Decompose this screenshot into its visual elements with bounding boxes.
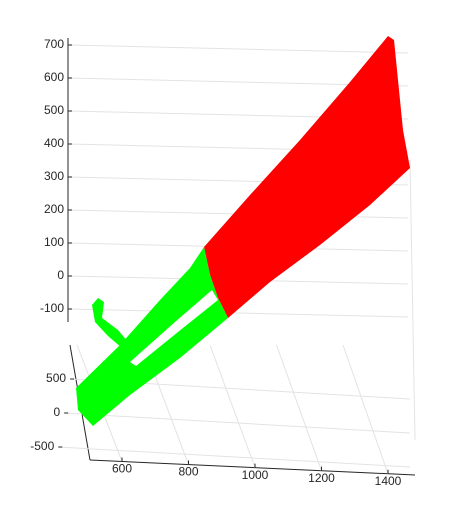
x-tick-label: 800: [178, 465, 198, 479]
z-grid-line: [67, 308, 409, 318]
x-grid-line: [276, 344, 322, 471]
z-tick-label: 700: [44, 37, 64, 51]
x-tick-label: 1400: [375, 474, 402, 488]
z-tick-label: 500: [44, 103, 64, 117]
z-tick-label: 400: [44, 136, 64, 150]
y-tick-label: 500: [46, 371, 66, 385]
point-clouds: [76, 36, 410, 426]
x-tick-label: 1000: [242, 468, 269, 482]
z-tick-label: 300: [44, 169, 64, 183]
z-tick-label: 100: [44, 235, 64, 249]
tick-labels: -100 0 100 200 300 400 500 600 700 600 800 1000 1200…: [30, 37, 401, 488]
z-grid-line: [67, 44, 409, 54]
red-point-cloud: [204, 36, 410, 318]
green-band: [76, 247, 228, 426]
green-branch: [92, 298, 128, 348]
back-edge: [409, 159, 416, 441]
x-tick-label: 600: [112, 462, 132, 476]
x-tick-label: 1200: [308, 471, 335, 485]
z-tick-label: -100: [40, 301, 64, 315]
z-tick-label: 600: [44, 70, 64, 84]
x-grid-line: [342, 344, 389, 474]
y-tick-label: 0: [53, 405, 60, 419]
x-grid-line: [209, 344, 256, 468]
plot-box: [67, 38, 416, 476]
y-grid-line: [64, 412, 411, 434]
y-tick-label: -500: [30, 439, 54, 453]
green-point-cloud: [76, 247, 228, 426]
x-axis: [89, 459, 416, 476]
gap: [130, 290, 218, 366]
z-tick-label: 200: [44, 202, 64, 216]
z-tick-label: 0: [57, 268, 64, 282]
y-grid-line: [58, 446, 411, 468]
